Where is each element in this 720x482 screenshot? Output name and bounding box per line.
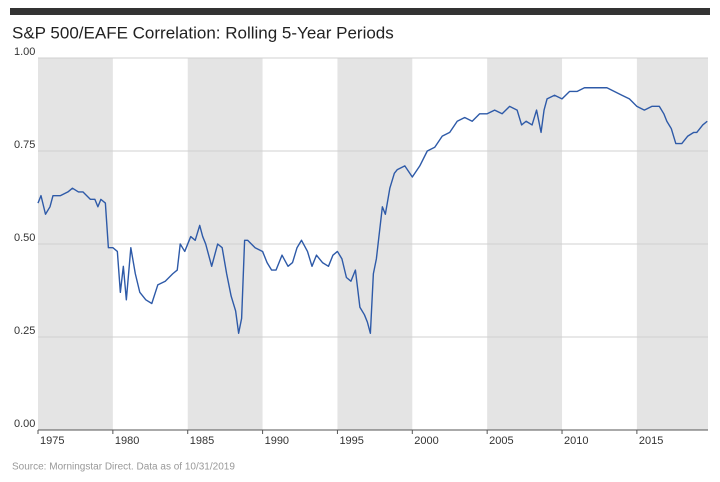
x-tick-label: 1975 xyxy=(40,435,64,447)
x-tick-label: 1995 xyxy=(339,435,363,447)
x-tick-label: 2000 xyxy=(414,435,438,447)
top-rule xyxy=(10,8,710,15)
x-tick-label: 2010 xyxy=(564,435,588,447)
y-tick-label: 1.00 xyxy=(14,46,35,58)
chart-title: S&P 500/EAFE Correlation: Rolling 5-Year… xyxy=(12,23,394,42)
x-tick-label: 1990 xyxy=(265,435,289,447)
y-tick-label: 0.75 xyxy=(14,139,35,151)
y-tick-label: 0.25 xyxy=(14,325,35,337)
x-tick-label: 1980 xyxy=(115,435,139,447)
x-tick-label: 2015 xyxy=(639,435,663,447)
x-tick-label: 2005 xyxy=(489,435,513,447)
series-line xyxy=(37,87,708,334)
y-tick-label: 0.00 xyxy=(14,418,35,430)
source-note: Source: Morningstar Direct. Data as of 1… xyxy=(12,462,235,473)
y-tick-label: 0.50 xyxy=(14,232,35,244)
x-tick-label: 1985 xyxy=(190,435,214,447)
